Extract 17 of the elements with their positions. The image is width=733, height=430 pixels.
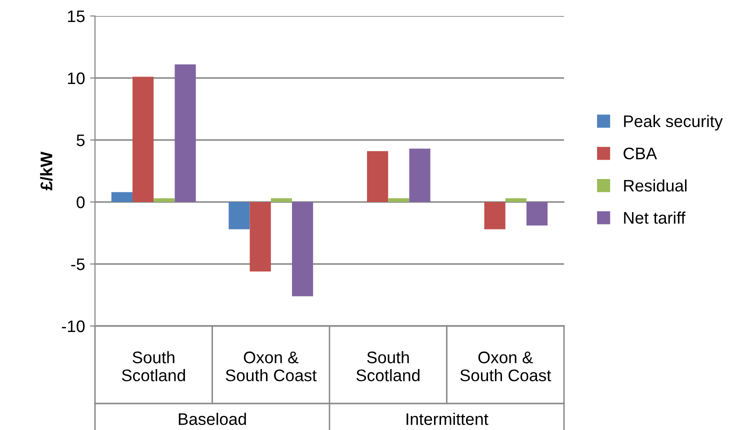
y-tick-label: -10 xyxy=(62,320,85,332)
x-tick-label: Oxon & South Coast xyxy=(460,352,552,382)
text: Baseload xyxy=(178,412,246,426)
x-tick-label: Oxon & South Coast xyxy=(226,352,317,382)
y-tick-label: 0 xyxy=(76,196,85,208)
y-tick-label: 15 xyxy=(68,10,85,22)
y-tick-label: 10 xyxy=(68,72,85,84)
legend-label: CBA xyxy=(624,148,657,160)
legend-label: Peak security xyxy=(624,114,723,130)
x-tick-label: South Scotland xyxy=(356,351,420,382)
text: Intermittent xyxy=(406,412,488,426)
legend-label: Residual xyxy=(624,179,686,192)
y-tick-label: 5 xyxy=(76,134,85,146)
y-axis-title: £/kW xyxy=(40,152,53,190)
legend-label: Net tariff xyxy=(624,212,686,224)
y-tick-label: -5 xyxy=(71,258,85,270)
x-tick-label: South Scotland xyxy=(122,351,185,382)
